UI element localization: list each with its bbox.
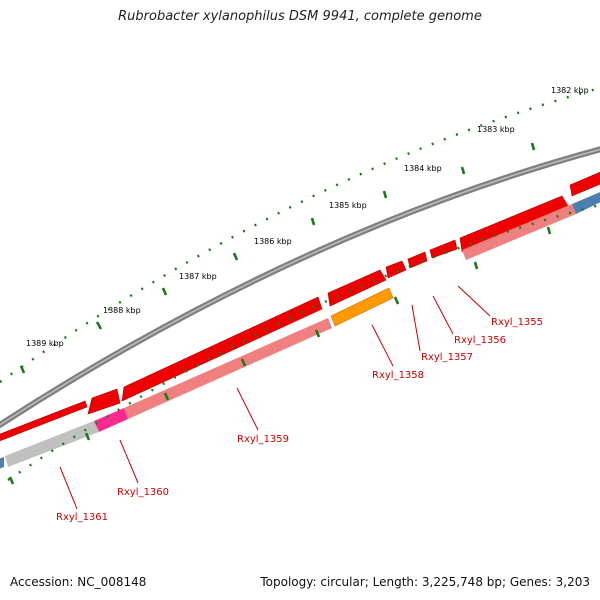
ruler-label: 1382 kbp: [551, 86, 589, 95]
ruler-label: 1385 kbp: [329, 201, 367, 210]
gene-labels: Rxyl_1355 Rxyl_1356 Rxyl_1357 Rxyl_1358 …: [56, 317, 543, 523]
gene-label: Rxyl_1361: [56, 512, 108, 523]
gene-feature: [94, 408, 128, 432]
gene-label: Rxyl_1358: [372, 370, 424, 381]
gene-feature: [124, 318, 332, 419]
ruler-labels: 1382 kbp 1383 kbp 1384 kbp 1385 kbp 1386…: [26, 86, 589, 348]
ruler-ticks-inner: [8, 226, 552, 485]
gene-leader-lines: [59, 285, 491, 510]
gene-feature: [5, 421, 99, 467]
reverse-strand-genes: [0, 192, 600, 469]
gene-label: Rxyl_1357: [421, 352, 473, 363]
gene-feature: [429, 239, 458, 259]
ruler-label: 1388 kbp: [103, 306, 141, 315]
ruler-label: 1387 kbp: [179, 272, 217, 281]
gene-feature: [572, 192, 600, 214]
forward-strand-genes: [0, 171, 600, 442]
gene-feature: [569, 171, 600, 197]
gene-feature: [327, 269, 387, 307]
map-title: Rubrobacter xylanophilus DSM 9941, compl…: [118, 9, 482, 24]
genome-backbone: [0, 146, 600, 429]
gene-feature: [87, 388, 121, 415]
gene-feature: [385, 260, 407, 279]
gene-label: Rxyl_1355: [491, 317, 543, 328]
ruler-label: 1389 kbp: [26, 339, 64, 348]
gene-label: Rxyl_1356: [454, 335, 506, 346]
gene-feature: [330, 287, 394, 327]
ruler-label: 1386 kbp: [254, 237, 292, 246]
ruler-label: 1383 kbp: [477, 125, 515, 134]
ruler-inner: [7, 203, 600, 481]
gene-feature: [0, 400, 88, 442]
gene-label: Rxyl_1360: [117, 487, 169, 498]
gene-feature: [0, 457, 4, 469]
genome-summary-text: Topology: circular; Length: 3,225,748 bp…: [260, 575, 590, 589]
ruler-label: 1384 kbp: [404, 164, 442, 173]
gene-label: Rxyl_1359: [237, 434, 289, 445]
gene-feature: [407, 251, 428, 269]
ruler-ticks-outer: [19, 142, 536, 374]
gene-feature: [462, 204, 576, 260]
gene-feature: [121, 296, 323, 402]
accession-text: Accession: NC_008148: [10, 575, 147, 589]
